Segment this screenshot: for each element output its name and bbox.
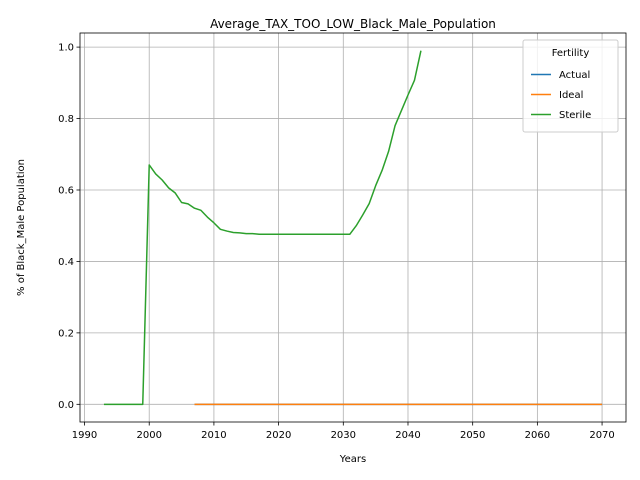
x-tick-label: 2000 — [136, 430, 161, 441]
x-tick-label: 2020 — [266, 430, 291, 441]
y-tick-label: 0.2 — [58, 328, 74, 339]
y-tick-label: 1.0 — [58, 43, 74, 54]
x-tick-label: 2030 — [331, 430, 356, 441]
legend: Fertility Actual Ideal Sterile — [522, 39, 619, 133]
y-tick-label: 0.8 — [58, 114, 74, 125]
axis-ticks: 1990 2000 2010 2020 2030 2040 2050 2060 2070 0.0 0… — [58, 43, 615, 441]
legend-title: Fertility — [552, 48, 590, 59]
x-tick-label: 2040 — [395, 430, 420, 441]
x-tick-label: 2010 — [201, 430, 226, 441]
legend-label-sterile: Sterile — [559, 110, 591, 121]
y-axis-title: % of Black_Male Population — [16, 159, 27, 296]
x-tick-label: 2070 — [589, 430, 614, 441]
chart-title: Average_TAX_TOO_LOW_Black_Male_Populatio… — [210, 17, 496, 31]
x-tick-label: 2060 — [525, 430, 550, 441]
plot-frame — [79, 32, 627, 423]
x-tick-label: 2050 — [460, 430, 485, 441]
legend-box — [522, 39, 619, 133]
legend-label-actual: Actual — [559, 70, 590, 81]
legend-items: Actual Ideal Sterile — [531, 70, 591, 121]
legend-label-ideal: Ideal — [559, 90, 583, 101]
x-tick-label: 1990 — [72, 430, 97, 441]
y-tick-label: 0.4 — [58, 257, 74, 268]
y-tick-label: 0.6 — [58, 185, 74, 196]
plot-series — [103, 50, 603, 406]
series-line-sterile — [103, 50, 422, 406]
y-tick-label: 0.0 — [58, 400, 74, 411]
x-axis-title: Years — [339, 454, 366, 465]
